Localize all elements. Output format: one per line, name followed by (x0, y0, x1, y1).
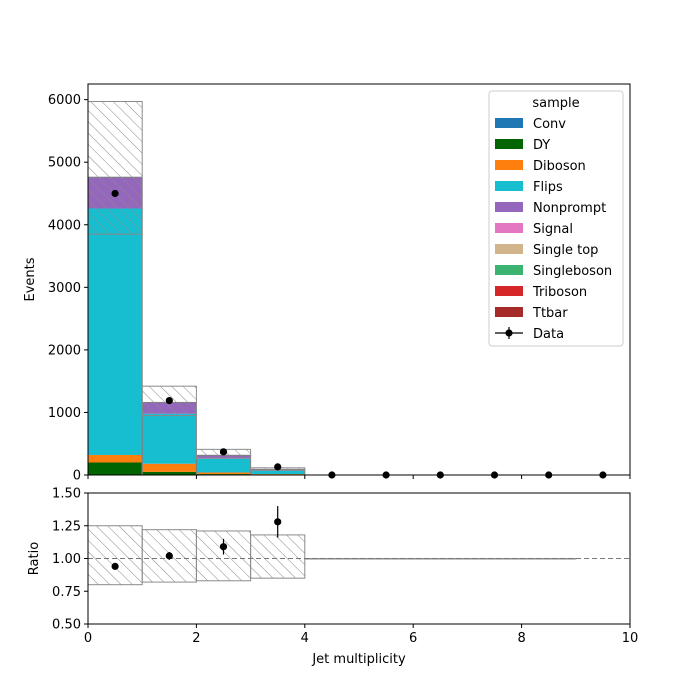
legend-swatch-dy (495, 139, 523, 149)
legend-label-data: Data (533, 327, 564, 342)
x-tick-label-4: 8 (517, 631, 525, 646)
main-y-axis-label: Events (23, 257, 38, 301)
main-x-ticks (87, 475, 631, 479)
ratio-y-tick-label-2: 1.00 (52, 552, 81, 567)
ratio-point-3 (274, 518, 282, 526)
ratio-x-ticks: 0 2 4 6 8 10 (84, 624, 638, 646)
ratio-point-2 (219, 543, 228, 551)
legend-swatch-singleboson (495, 265, 523, 275)
main-y-tick-label-0: 0 (73, 469, 81, 484)
legend-title: sample (532, 96, 579, 111)
legend-swatch-nonprompt (495, 202, 523, 212)
legend-swatch-signal (495, 223, 523, 233)
main-y-tick-label-6: 6000 (48, 93, 81, 108)
ratio-point-1 (165, 552, 173, 560)
ratio-band-bin-3 (250, 534, 306, 579)
legend: sample Conv DY Diboson Flips Nonprompt Signal… (488, 90, 624, 347)
ratio-band-bin-0 (87, 525, 143, 586)
legend-label-singleboson: Singleboson (533, 264, 612, 279)
legend-label-flips: Flips (533, 180, 563, 195)
ratio-plot-panel: 0 2 4 6 8 10 0.50 0.75 1.00 1.25 1.50 Ratio Jet m… (27, 487, 638, 668)
bar-diboson-bin-2 (196, 472, 251, 475)
data-point-1 (165, 396, 173, 405)
bar-flips-bin-0 (88, 208, 143, 455)
legend-label-ttbar: Ttbar (532, 306, 568, 321)
bar-dy-bin-1 (142, 471, 197, 475)
legend-label-conv: Conv (533, 117, 566, 132)
legend-swatch-diboson (495, 160, 523, 170)
legend-swatch-conv (495, 118, 523, 128)
main-y-tick-label-4: 4000 (48, 218, 81, 233)
ratio-band-bin-2 (195, 530, 252, 582)
ratio-y-tick-label-0: 0.50 (52, 618, 81, 633)
main-axes-frame (87, 83, 631, 476)
legend-swatch-flips (495, 181, 523, 191)
legend-label-signal: Signal (533, 222, 573, 237)
bar-flips-bin-1 (142, 413, 197, 464)
bar-diboson-bin-3 (250, 474, 305, 475)
ratio-y-ticks: 0.50 0.75 1.00 1.25 1.50 (52, 487, 88, 633)
data-point-2 (219, 448, 228, 456)
x-tick-label-1: 2 (192, 631, 200, 646)
data-point-3 (274, 463, 282, 471)
legend-swatch-ttbar (495, 307, 523, 317)
legend-label-diboson: Diboson (533, 159, 586, 174)
legend-label-dy: DY (533, 138, 550, 153)
x-tick-label-0: 0 (84, 631, 92, 646)
data-point-0 (111, 189, 119, 198)
bar-diboson-bin-0 (88, 454, 143, 463)
bar-flips-bin-2 (196, 458, 251, 473)
ratio-uncertainty-band (87, 525, 577, 586)
x-tick-label-3: 6 (409, 631, 417, 646)
ratio-data-points (111, 506, 282, 570)
ratio-y-tick-label-4: 1.50 (52, 487, 81, 502)
ratio-y-tick-label-3: 1.25 (52, 519, 81, 534)
main-y-tick-label-2: 2000 (48, 343, 81, 358)
legend-label-single-top: Single top (533, 243, 598, 258)
legend-swatch-single-top (495, 244, 523, 254)
ratio-y-tick-label-1: 0.75 (52, 585, 81, 600)
main-y-tick-label-5: 5000 (48, 156, 81, 171)
uncertainty-band-bin-0 (87, 101, 143, 235)
legend-label-nonprompt: Nonprompt (533, 201, 606, 216)
x-axis-label: Jet multiplicity (311, 652, 406, 667)
legend-data-marker (505, 329, 513, 337)
legend-box (488, 90, 624, 347)
ratio-point-0 (111, 562, 119, 570)
bar-diboson-bin-1 (142, 463, 197, 472)
main-y-tick-label-1: 1000 (48, 406, 81, 421)
x-tick-label-5: 10 (622, 631, 639, 646)
legend-items: Conv DY Diboson Flips Nonprompt Signal Single … (495, 117, 612, 342)
ratio-y-axis-label: Ratio (27, 542, 42, 575)
main-y-ticks: 0 1000 2000 3000 4000 5000 6000 (48, 93, 88, 484)
bar-flips-bin-3 (250, 470, 305, 475)
main-plot-panel: 0 1000 2000 3000 4000 5000 6000 Events (23, 83, 631, 484)
bar-dy-bin-0 (88, 462, 143, 475)
main-y-tick-label-3: 3000 (48, 281, 81, 296)
legend-swatch-triboson (495, 286, 523, 296)
x-tick-label-2: 4 (301, 631, 309, 646)
legend-label-triboson: Triboson (532, 285, 587, 300)
